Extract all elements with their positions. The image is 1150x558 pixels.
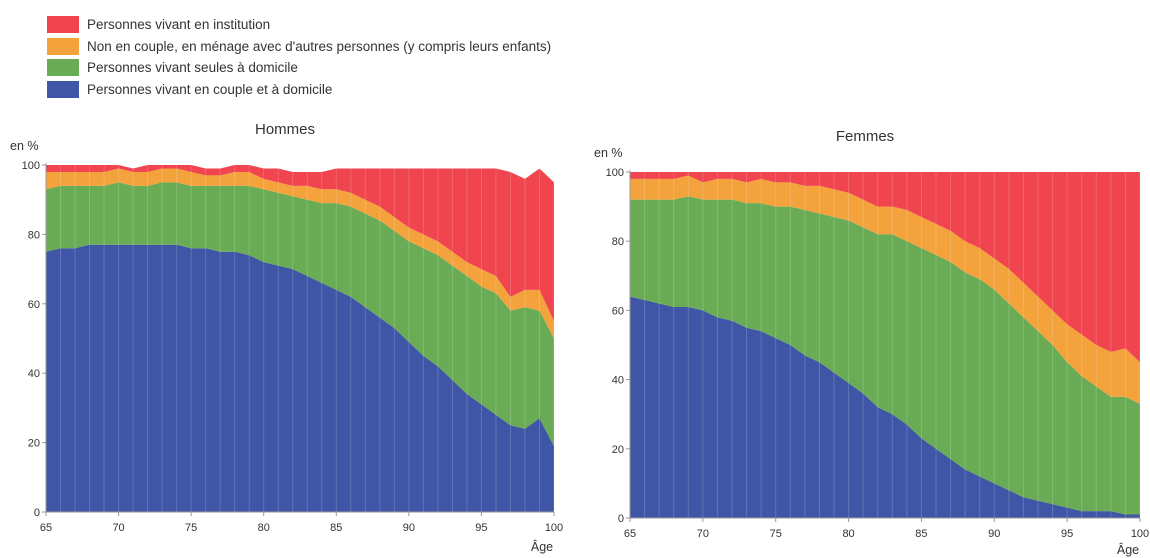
- x-tick-label: 85: [915, 528, 927, 540]
- legend-label-seules: Personnes vivant seules à domicile: [87, 60, 298, 76]
- y-tick-label: 100: [606, 167, 624, 179]
- y-axis-unit: en %: [594, 146, 623, 160]
- legend-swatch-menage: [47, 37, 79, 55]
- y-axis-unit: en %: [10, 139, 39, 153]
- x-tick-label: 80: [258, 522, 270, 534]
- chart-legend: Personnes vivant en institution Non en co…: [47, 14, 551, 100]
- legend-swatch-seules: [47, 59, 79, 77]
- chart-title: Femmes: [836, 128, 894, 145]
- x-tick-label: 95: [1061, 528, 1073, 540]
- y-tick-label: 60: [28, 299, 40, 311]
- legend-item-menage[interactable]: Non en couple, en ménage avec d'autres p…: [47, 36, 551, 58]
- y-tick-label: 20: [612, 444, 624, 456]
- chart-hommes: Hommes en % 0 20 40 60 80 100 65 70 75 80 85 90 95 100 Â…: [10, 121, 563, 554]
- area-institution: [46, 165, 554, 322]
- x-tick-label: 65: [40, 522, 52, 534]
- x-tick-label: 70: [697, 528, 709, 540]
- area-seules: [46, 182, 554, 447]
- y-tick-label: 20: [28, 438, 40, 450]
- x-tick-label: 90: [988, 528, 1000, 540]
- x-tick-label: 70: [112, 522, 124, 534]
- y-tick-label: 0: [34, 507, 40, 519]
- x-tick-label: 80: [842, 528, 854, 540]
- legend-item-seules[interactable]: Personnes vivant seules à domicile: [47, 57, 551, 79]
- x-tick-label: 85: [330, 522, 342, 534]
- legend-swatch-institution: [47, 16, 79, 34]
- legend-swatch-couple: [47, 80, 79, 98]
- y-tick-label: 40: [612, 375, 624, 387]
- area-menage: [630, 175, 1140, 404]
- x-tick-label: 75: [770, 528, 782, 540]
- area-seules: [630, 196, 1140, 515]
- area-menage: [46, 168, 554, 339]
- x-tick-label: 65: [624, 528, 636, 540]
- x-tick-label: 95: [475, 522, 487, 534]
- x-axis-label: Âge: [1117, 542, 1139, 557]
- x-axis-label: Âge: [531, 539, 553, 554]
- y-tick-label: 60: [612, 305, 624, 317]
- x-tick-label: 75: [185, 522, 197, 534]
- y-tick-label: 100: [22, 160, 40, 172]
- y-tick-label: 80: [612, 236, 624, 248]
- legend-label-menage: Non en couple, en ménage avec d'autres p…: [87, 38, 552, 54]
- chart-title: Hommes: [255, 121, 315, 138]
- y-tick-label: 0: [618, 513, 624, 525]
- x-tick-label: 100: [545, 522, 563, 534]
- legend-item-couple[interactable]: Personnes vivant en couple et à domicile: [47, 79, 551, 101]
- legend-item-institution[interactable]: Personnes vivant en institution: [47, 14, 551, 36]
- chart-femmes: Femmes en % 0 20 40 60 80 100 65 70 75 80 85 90 95 100 Â…: [594, 128, 1149, 557]
- x-tick-label: 100: [1131, 528, 1149, 540]
- area-couple: [46, 244, 554, 512]
- x-tick-label: 90: [403, 522, 415, 534]
- legend-label-institution: Personnes vivant en institution: [87, 17, 271, 33]
- area-couple: [630, 296, 1140, 518]
- y-tick-label: 40: [28, 368, 40, 380]
- area-institution: [630, 172, 1140, 363]
- y-tick-label: 80: [28, 229, 40, 241]
- legend-label-couple: Personnes vivant en couple et à domicile: [87, 81, 333, 97]
